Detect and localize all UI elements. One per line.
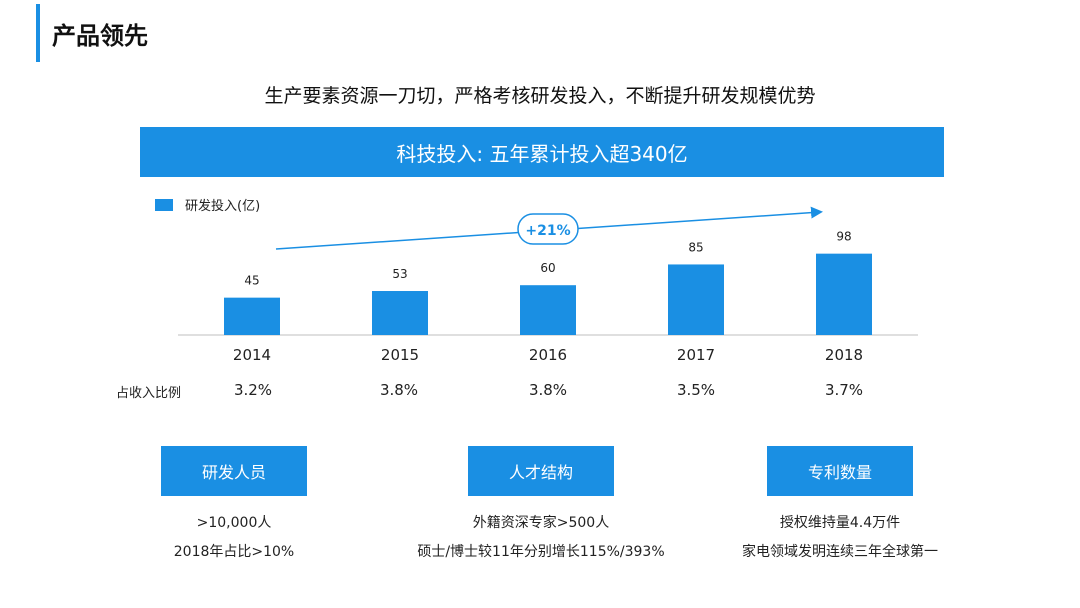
page-subtitle: 生产要素资源一刀切，严格考核研发投入，不断提升研发规模优势 — [264, 85, 816, 107]
patents-line: 家电领域发明连续三年全球第一 — [742, 544, 938, 560]
bar-value-label: 60 — [540, 261, 555, 275]
x-tick-label: 2017 — [677, 346, 715, 364]
patents-box: 专利数量 — [767, 446, 913, 496]
talent-structure-line: 外籍资深专家>500人 — [472, 515, 610, 531]
bar-value-label: 53 — [392, 267, 407, 281]
rd-staff-line: 2018年占比>10% — [173, 544, 295, 560]
talent-structure-line: 硕士/博士较11年分别增长115%/393% — [417, 544, 665, 560]
bar-value-label: 85 — [688, 240, 703, 254]
x-tick-label: 2014 — [233, 346, 271, 364]
ratio-row-label: 占收入比例 — [116, 386, 182, 401]
ratio-value: 3.2% — [233, 381, 273, 399]
bar-2018 — [816, 253, 872, 335]
title-accent-bar — [36, 4, 40, 62]
talent-structure-box: 人才结构 — [468, 446, 614, 496]
legend-swatch — [155, 199, 173, 211]
bar-value-label: 98 — [836, 230, 851, 244]
bar-2015 — [372, 291, 428, 335]
x-tick-label: 2016 — [529, 346, 567, 364]
growth-badge — [517, 213, 579, 245]
bar-2014 — [224, 297, 280, 335]
legend-label: 研发投入(亿) — [185, 198, 260, 214]
ratio-value: 3.5% — [676, 381, 716, 399]
x-tick-label: 2018 — [825, 346, 863, 364]
x-tick-label: 2015 — [381, 346, 419, 364]
rd-staff-line: >10,000人 — [196, 515, 272, 531]
growth-annotation: +21% — [525, 223, 570, 239]
page-title: 产品领先 — [52, 22, 148, 50]
rd-staff-box: 研发人员 — [161, 446, 307, 496]
patents-line: 授权维持量4.4万件 — [779, 515, 901, 531]
bar-value-label: 45 — [244, 274, 259, 288]
banner-heading: 科技投入: 五年累计投入超340亿 — [140, 127, 944, 177]
bar-2017 — [668, 264, 724, 335]
ratio-value: 3.7% — [824, 381, 864, 399]
ratio-value: 3.8% — [528, 381, 568, 399]
ratio-value: 3.8% — [379, 381, 419, 399]
bar-2016 — [520, 285, 576, 335]
